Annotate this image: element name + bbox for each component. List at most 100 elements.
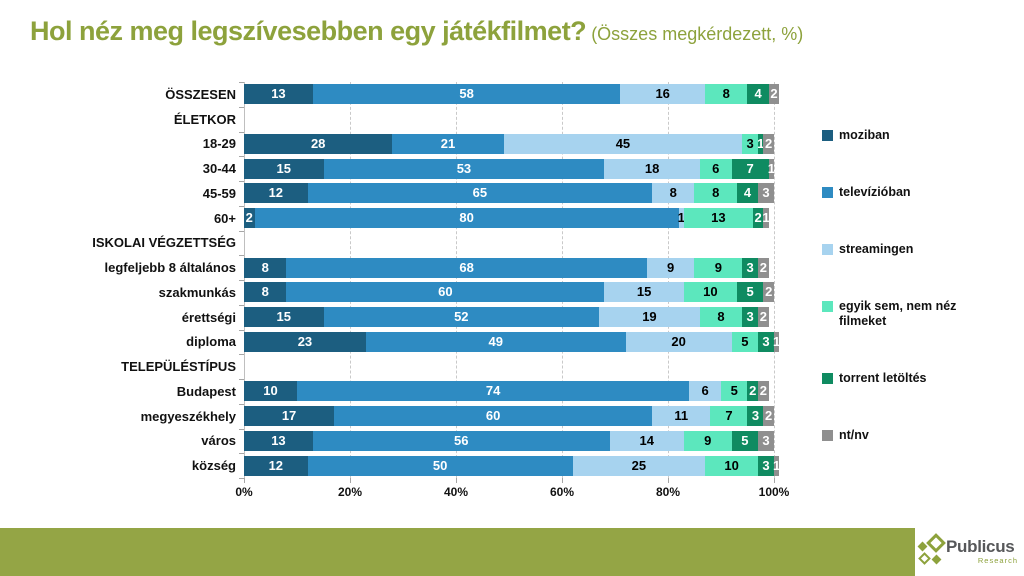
bar-segment-value: 12	[268, 185, 284, 201]
footer-accent-bar	[0, 528, 915, 576]
legend-label: nt/nv	[839, 428, 869, 443]
legend-item: moziban	[822, 128, 1018, 144]
legend-swatch-icon	[822, 243, 833, 255]
row-label: szakmunkás	[158, 284, 236, 300]
bar-segment-value: 65	[472, 185, 488, 201]
bar-segment-value: 13	[271, 86, 286, 102]
bar-row: 17 60 11 7 3 2	[244, 404, 774, 429]
bar-segment: 2	[758, 381, 769, 402]
bar-segment: 18	[604, 158, 700, 179]
category-axis-tick	[239, 478, 244, 479]
legend-item: televízióban	[822, 185, 1018, 201]
bar-segment: 5	[736, 282, 764, 303]
legend-label: televízióban	[839, 184, 911, 199]
legend-label: egyik sem, nem néz filmeket	[839, 298, 957, 329]
category-labels: ÖSSZESEN ÉLETKOR 18-29 30-44 45-59 60+ ISKOLAI…	[30, 82, 244, 478]
bar-row	[244, 107, 774, 132]
page-title: Hol néz meg legszívesebben egy játékfilm…	[30, 16, 1000, 47]
bar-segment-value: 1	[773, 333, 781, 349]
bar-segment: 58	[312, 84, 621, 105]
bar-segment-value: 3	[746, 135, 754, 151]
bar-segment-value: 9	[714, 259, 722, 275]
bar-segment: 4	[747, 84, 769, 105]
section-header-label: TELEPÜLÉSTÍPUS	[121, 359, 236, 375]
bar-segment-value: 19	[642, 309, 657, 325]
bar-segment: 7	[710, 406, 748, 427]
category-axis-tick	[239, 453, 244, 455]
bar-segment-value: 5	[746, 284, 754, 300]
bar-segment-value: 1	[767, 160, 775, 176]
category-axis-tick	[239, 82, 244, 83]
bar-segment-value: 2	[245, 210, 253, 226]
legend-label: streamingen	[839, 241, 914, 256]
bar-row: 15 53 18 6 7 1	[244, 156, 775, 181]
bar-segment: 3	[742, 307, 759, 328]
bar-segment: 12	[244, 183, 308, 204]
x-axis-label: 100%	[758, 485, 790, 499]
bar-segment-value: 15	[276, 160, 291, 176]
bar-row: 8 68 9 9 3 2	[244, 255, 774, 280]
category-axis-tick	[239, 280, 244, 281]
bar-row: 8 60 15 10 5 2	[244, 280, 774, 305]
gridline	[456, 82, 457, 478]
x-axis-tick	[562, 478, 563, 483]
row-label: 30-44	[202, 161, 236, 177]
bar-segment: 8	[244, 257, 287, 278]
bar-segment-value: 1	[677, 210, 685, 226]
bar-segment-value: 8	[722, 86, 730, 102]
bar-segment: 3	[742, 257, 759, 278]
gridline	[774, 82, 775, 478]
x-axis-tick	[244, 478, 245, 483]
bar-segment: 8	[699, 307, 743, 328]
bar-segment: 16	[620, 84, 706, 105]
title-subtitle: (Összes megkérdezett, %)	[586, 24, 804, 44]
x-axis-tick	[774, 478, 775, 483]
title-text: Hol néz meg legszívesebben egy játékfilm…	[30, 16, 587, 46]
bar-segment-value: 2	[759, 309, 767, 325]
bar-segment: 15	[244, 158, 324, 179]
row-label: 45-59	[202, 185, 236, 201]
bar-segment-value: 53	[456, 160, 472, 176]
bar-segment: 12	[244, 455, 308, 476]
bar-segment-value: 10	[263, 383, 278, 399]
bar-segment: 49	[365, 331, 626, 352]
bar-segment: 3	[747, 406, 764, 427]
bar-segment-value: 13	[711, 210, 726, 226]
x-axis-tick	[456, 478, 457, 483]
bar-segment: 3	[742, 133, 759, 154]
bar-segment-value: 12	[268, 457, 284, 473]
bar-segment: 1	[757, 133, 764, 154]
legend-item: streamingen	[822, 242, 1018, 258]
category-axis-tick	[239, 205, 244, 207]
bar-segment: 25	[572, 455, 706, 476]
category-axis-line	[244, 82, 245, 478]
bar-segment-value: 2	[765, 408, 773, 424]
bar-segment-value: 8	[261, 259, 269, 275]
bar-segment: 2	[758, 257, 769, 278]
bar-segment-value: 28	[310, 135, 326, 151]
chart-legend: moziban televízióban streamingen egyik sem,…	[822, 128, 1018, 444]
bar-row: 15 52 19 8 3 2	[244, 305, 774, 330]
bar-segment-value: 7	[746, 160, 754, 176]
bar-segment: 2	[763, 282, 774, 303]
bar-segment-value: 74	[485, 383, 501, 399]
x-axis-label: 40%	[443, 485, 469, 499]
bar-segment: 5	[731, 331, 759, 352]
bar-segment: 68	[286, 257, 647, 278]
bar-segment-value: 13	[271, 432, 286, 448]
bar-segment-value: 2	[765, 135, 773, 151]
category-axis-tick	[239, 181, 244, 182]
bar-segment-value: 56	[454, 432, 469, 448]
bar-segment: 10	[705, 455, 759, 476]
bar-segment-value: 8	[669, 185, 677, 201]
bar-segment-value: 2	[765, 284, 773, 300]
bar-segment-value: 23	[297, 333, 313, 349]
bar-row: 2 80 1 13 2 1	[244, 206, 774, 231]
bar-segment-value: 7	[725, 408, 733, 424]
bar-segment: 3	[758, 455, 774, 476]
bar-segment: 1	[767, 158, 775, 179]
bar-segment: 2	[763, 133, 774, 154]
bar-segment: 8	[652, 183, 695, 204]
bar-segment-value: 3	[762, 457, 770, 473]
